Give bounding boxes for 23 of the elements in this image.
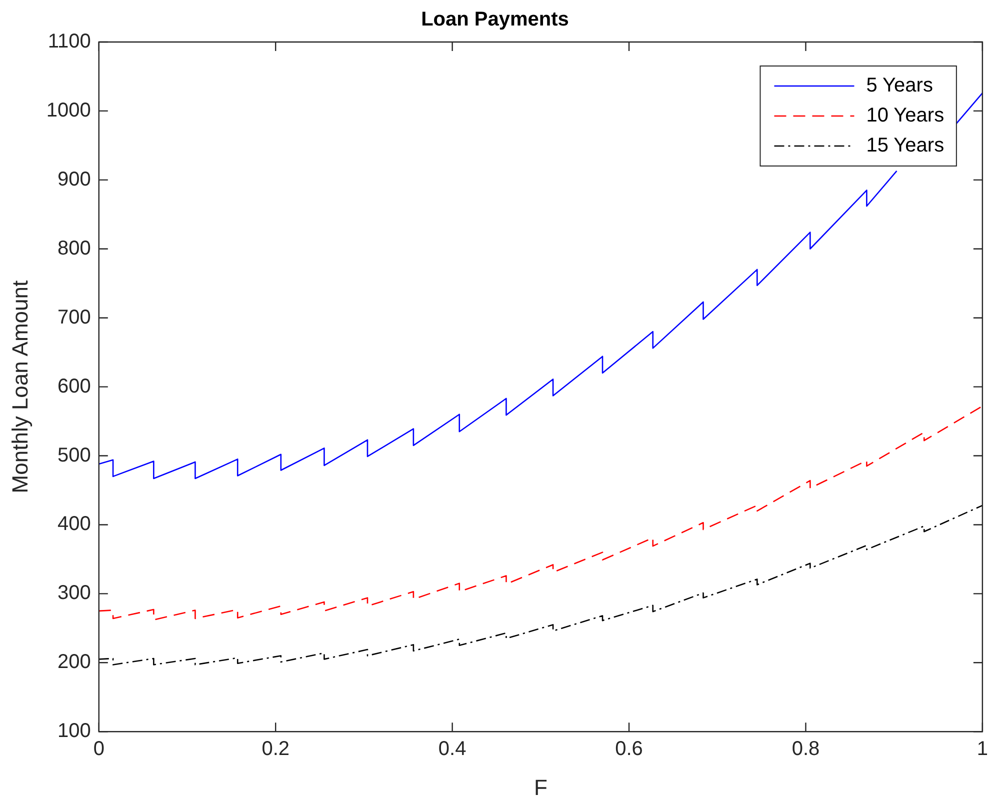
x-tick-label: 0.4 [438,738,466,760]
y-tick-label: 300 [58,582,91,604]
y-tick-label: 500 [58,444,91,466]
x-tick-label: 0.8 [792,738,820,760]
y-tick-label: 1000 [46,99,91,122]
legend-label: 15 Years [866,134,944,157]
y-tick-label: 800 [58,237,91,260]
y-tick-label: 600 [58,375,91,398]
legend-label: 5 Years [866,74,933,97]
x-tick-label: 0.6 [615,738,643,760]
x-tick-label: 0 [93,738,104,760]
legend-label: 10 Years [866,104,944,127]
x-axis-title: F [534,774,548,800]
y-axis-title: Monthly Loan Amount [7,280,32,494]
chart-title: Loan Payments [421,8,569,31]
y-tick-label: 700 [58,306,91,328]
x-tick-label: 0.2 [262,738,290,760]
y-tick-label: 900 [58,168,91,190]
y-tick-label: 400 [58,513,91,536]
y-tick-label: 1100 [48,30,91,53]
y-tick-label: 200 [58,651,91,674]
y-tick-label: 100 [58,720,91,742]
x-tick-label: 1 [976,738,988,760]
